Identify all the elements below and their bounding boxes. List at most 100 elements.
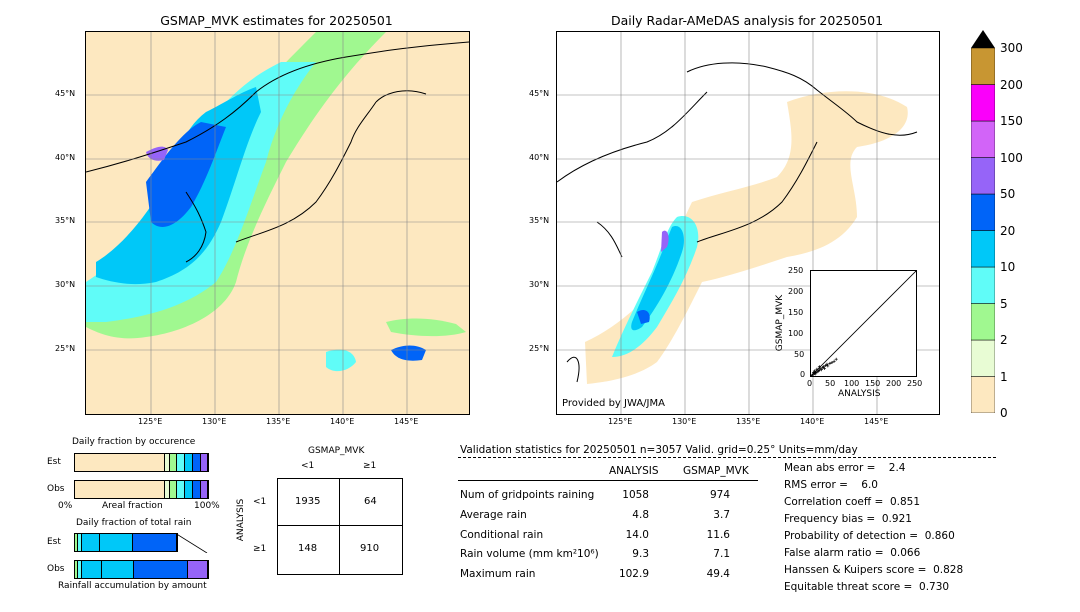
right-lat-label: 35°N [529, 216, 550, 225]
credit-text: Provided by JWA/JMA [562, 398, 665, 409]
right-lon-label: 125°E [608, 417, 633, 426]
colorbar-swatch [970, 193, 996, 231]
contingency-cell-a: 1935 [295, 496, 321, 507]
score-line: Probability of detection = 0.860 [784, 530, 955, 542]
validation-header: Validation statistics for 20250501 n=305… [460, 444, 858, 456]
score-line: RMS error = 6.0 [784, 479, 878, 491]
scatter-point [820, 368, 823, 372]
stat-label: Rain volume (mm km²10⁶) [460, 548, 599, 560]
stat-gsmap: 49.4 [706, 568, 730, 580]
stat-gsmap: 3.7 [713, 509, 730, 521]
total-rain-est-label: Est [47, 537, 61, 547]
right-lat-label: 30°N [529, 280, 550, 289]
colorbar-swatch [970, 266, 996, 304]
left-rain-region [326, 349, 356, 372]
stat-analysis: 9.3 [632, 548, 649, 560]
contingency-cell-d: 910 [360, 543, 380, 554]
right-rain-coverage [637, 310, 650, 324]
score-line: Equitable threat score = 0.730 [784, 581, 950, 593]
left-lon-label: 145°E [394, 417, 419, 426]
inset-ytick: 100 [788, 329, 804, 338]
inset-ytick: 200 [788, 287, 804, 296]
contingency-col-lt: <1 [301, 461, 315, 471]
total-rain-est-bar [74, 533, 178, 552]
stat-gsmap: 7.1 [713, 548, 730, 560]
contingency-cell-c: 148 [298, 543, 318, 554]
stat-label: Average rain [460, 509, 527, 521]
colorbar-swatch [970, 84, 996, 122]
stat-gsmap: 11.6 [706, 529, 730, 541]
right-lon-label: 145°E [864, 417, 889, 426]
contingency-hline [277, 525, 402, 526]
colorbar-extend-arrow [971, 30, 995, 48]
score-line: False alarm ratio = 0.066 [784, 547, 921, 559]
colorbar-swatch [970, 376, 996, 414]
coastline [185, 191, 207, 263]
left-lat-label: 25°N [55, 344, 76, 353]
coastline [696, 141, 818, 243]
occurrence-title: Daily fraction by occurence [72, 437, 196, 447]
inset-ytick: 50 [794, 350, 805, 359]
inset-ytick: 0 [800, 370, 806, 379]
total-rain-title: Daily fraction of total rain [76, 518, 192, 528]
colorbar-swatch [970, 339, 996, 377]
left-lat-label: 45°N [55, 89, 76, 98]
colorbar-swatch [970, 303, 996, 341]
colorbar-tick-label: 1 [1000, 369, 1008, 384]
col-gsmap-header: GSMAP_MVK [683, 465, 749, 477]
left-rain-region [386, 318, 466, 337]
inset-xtick: 50 [825, 379, 836, 388]
score-line: Mean abs error = 2.4 [784, 462, 906, 474]
stat-analysis: 1058 [622, 489, 649, 501]
colorbar-tick-label: 5 [1000, 296, 1008, 311]
colorbar-tick-label: 50 [1000, 187, 1016, 201]
score-line: Hanssen & Kuipers score = 0.828 [784, 564, 964, 576]
contingency-grid [277, 478, 403, 575]
inset-xlabel: ANALYSIS [838, 389, 881, 399]
coastline [86, 41, 469, 173]
stat-analysis: 14.0 [625, 529, 649, 541]
scatter-point [834, 357, 838, 361]
colorbar-tick-label: 10 [1000, 260, 1016, 274]
left-grid [86, 32, 469, 414]
colorbar-tick-label: 200 [1000, 77, 1023, 92]
stat-label: Conditional rain [460, 529, 544, 541]
right-rain-coverage [661, 230, 669, 252]
colorbar-swatch [970, 47, 996, 85]
colorbar-swatch [970, 120, 996, 158]
contingency-row-lt: <1 [253, 497, 267, 507]
colorbar-tick-label: 0 [1000, 406, 1008, 420]
left-lon-label: 125°E [138, 417, 163, 426]
stat-label: Num of gridpoints raining [460, 489, 595, 501]
stat-gsmap: 974 [709, 489, 730, 501]
scatter-point [812, 369, 816, 373]
contingency-cell-b: 64 [364, 496, 377, 507]
inset-ytick: 150 [788, 308, 804, 317]
right-map-title: Daily Radar-AMeDAS analysis for 20250501 [610, 13, 884, 28]
left-rain-region [391, 345, 426, 361]
scatter-point [815, 367, 819, 371]
scatter-point [830, 361, 834, 365]
contingency-col-header: GSMAP_MVK [308, 446, 365, 456]
total-rain-connector [175, 533, 208, 553]
scatter-point [832, 359, 836, 363]
occurrence-obs-label: Obs [47, 484, 65, 494]
left-map-title: GSMAP_MVK estimates for 20250501 [160, 13, 393, 28]
right-lat-label: 25°N [529, 344, 550, 353]
coastline [557, 91, 708, 183]
occurrence-est-label: Est [47, 457, 61, 467]
coastline [596, 221, 623, 258]
scatter-points [810, 357, 838, 377]
total-rain-obs-bar [74, 560, 209, 579]
validation-table-rule [458, 480, 758, 481]
scatter-point [817, 368, 821, 372]
scatter-point [822, 366, 826, 370]
colorbar [970, 47, 996, 414]
right-map-svg [557, 32, 939, 414]
inset-ylabel: GSMAP_MVK [775, 294, 786, 352]
right-lat-label: 45°N [529, 89, 550, 98]
left-lon-label: 130°E [202, 417, 227, 426]
colorbar-tick-label: 20 [1000, 223, 1016, 238]
stat-analysis: 102.9 [618, 568, 649, 580]
inset-scatter [810, 270, 917, 377]
